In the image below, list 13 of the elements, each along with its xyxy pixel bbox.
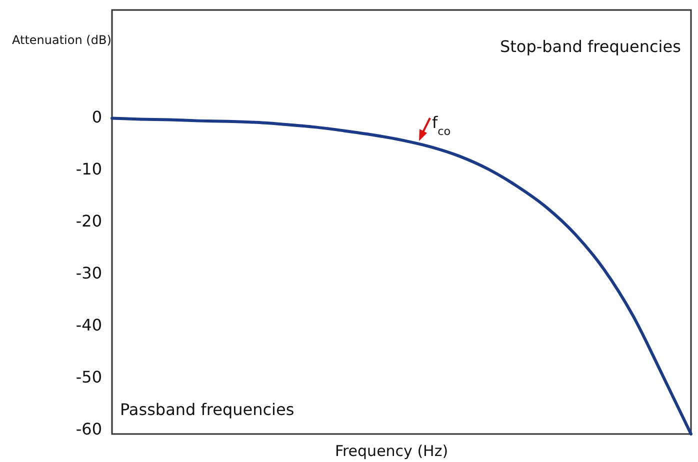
line-series: [110, 116, 692, 436]
y-tick-label: -40: [76, 315, 102, 334]
annotation: f$_{co}$: [432, 113, 451, 138]
y-tick-label: -50: [76, 367, 102, 386]
y-axis-title: Attenuation (dB): [12, 33, 112, 47]
y-tick-label: -60: [76, 419, 102, 438]
annotation: Stop-band frequencies: [500, 37, 681, 56]
y-tick-label: -10: [76, 159, 102, 178]
y-tick-label: -30: [76, 263, 102, 282]
y-tick-label: -20: [76, 211, 102, 230]
annotation: Passband frequencies: [120, 400, 294, 419]
y-tick-label: 0: [92, 107, 102, 126]
x-axis-title: Frequency (Hz): [334, 442, 448, 460]
